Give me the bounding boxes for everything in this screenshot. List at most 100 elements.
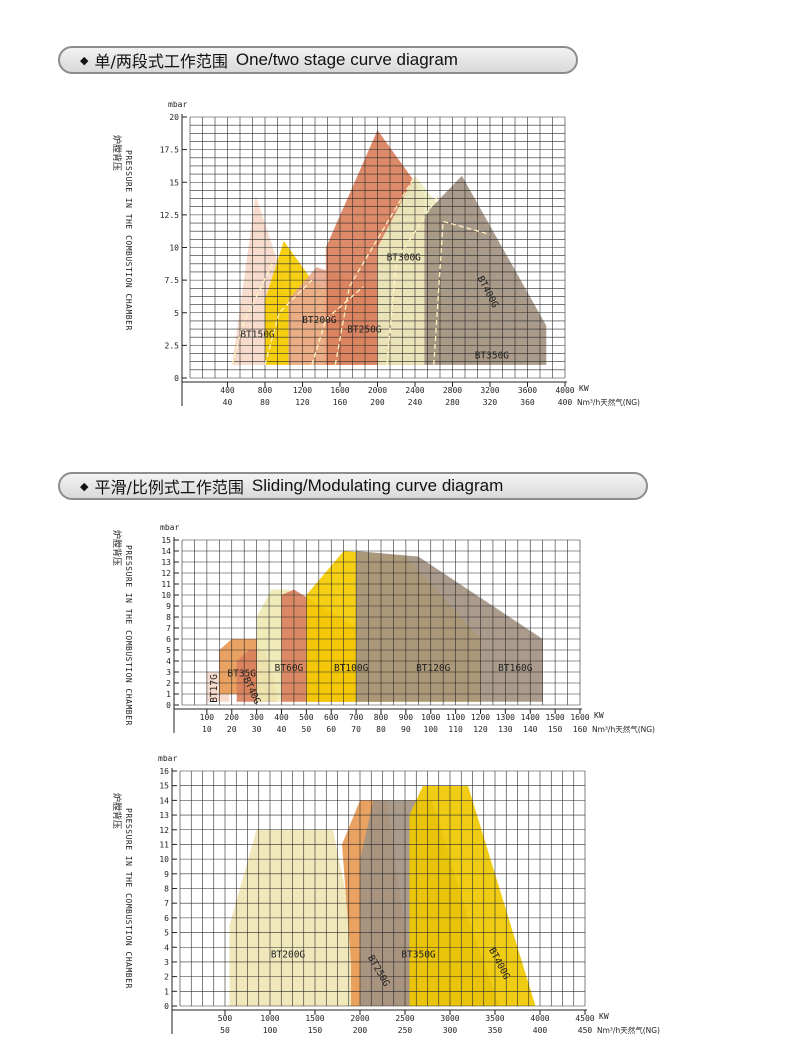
- stage-line-bt250g: [311, 286, 364, 366]
- series-label: BT35G: [227, 668, 256, 679]
- x-tick-label: 400: [274, 713, 289, 722]
- x2-tick-label: 130: [498, 725, 513, 734]
- section-header-modulating: ◆ 平滑/比例式工作范围 Sliding/Modulating curve di…: [58, 472, 648, 500]
- axes: [173, 537, 582, 733]
- x-tick-label: 800: [258, 386, 273, 395]
- y-tick-label: 10: [161, 591, 171, 600]
- y-tick-label: 20: [169, 113, 179, 122]
- x-tick-label: 2500: [395, 1014, 414, 1023]
- y-tick-label: 6: [164, 914, 169, 923]
- x2-tick-label: 50: [302, 725, 312, 734]
- x-tick-label: 1400: [521, 713, 540, 722]
- stage-line-bt300g: [334, 175, 416, 366]
- y-tick-label: 0: [174, 374, 179, 383]
- x-tick-label: 1200: [471, 713, 490, 722]
- x-tick-label: 1000: [421, 713, 440, 722]
- x2-tick-label: 20: [227, 725, 237, 734]
- grid: [181, 539, 581, 706]
- x-tick-label: 1600: [330, 386, 349, 395]
- y-tick-label: 2: [166, 679, 171, 688]
- series-label: BT300G: [387, 253, 422, 264]
- grid: [189, 116, 566, 379]
- x2-tick-label: 40: [277, 725, 287, 734]
- series-label: BT250G: [347, 324, 382, 335]
- x2-tick-label: 150: [308, 1026, 323, 1035]
- x-tick-label: 2000: [368, 386, 387, 395]
- y-tick-label: 9: [164, 870, 169, 879]
- x-tick-label: 1100: [446, 713, 465, 722]
- y-tick-label: 7: [166, 624, 171, 633]
- x2-tick-label: 90: [401, 725, 411, 734]
- x-tick-label: 2400: [405, 386, 424, 395]
- series-area-bt160g: [356, 551, 543, 702]
- y-axis-title: PRESSURE IN THE COMBUSTION CHAMBER: [124, 150, 133, 331]
- x-tick-label: 3600: [518, 386, 537, 395]
- y-tick-label: 15: [159, 782, 169, 791]
- x-tick-label: 700: [349, 713, 364, 722]
- x2-tick-label: 200: [353, 1026, 368, 1035]
- stage-line-bt350g: [386, 194, 439, 365]
- x2-tick-label: 320: [483, 398, 498, 407]
- y-tick-label: 12: [159, 826, 169, 835]
- x2-tick-label: 140: [523, 725, 538, 734]
- x-tick-label: 3500: [485, 1014, 504, 1023]
- y-tick-label: 4: [164, 943, 169, 952]
- y-tick-label: 1: [164, 987, 169, 996]
- y-tick-label: 12.5: [160, 211, 179, 220]
- y-tick-label: 15: [169, 178, 179, 187]
- series-label: BT160G: [498, 663, 533, 674]
- y-axis-title-zh: 炉膛背压: [111, 135, 123, 171]
- y-tick-label: 8: [164, 885, 169, 894]
- section-title-en: Sliding/Modulating curve diagram: [251, 476, 504, 495]
- x-tick-label: 800: [374, 713, 389, 722]
- axes: [171, 768, 587, 1034]
- x2-tick-label: 120: [295, 398, 310, 407]
- x2-tick-label: 360: [520, 398, 535, 407]
- x2-tick-label: 280: [445, 398, 460, 407]
- y-tick-label: 11: [161, 580, 171, 589]
- x2-tick-label: 250: [398, 1026, 413, 1035]
- x2-tick-label: 100: [424, 725, 439, 734]
- x-tick-label: 1200: [293, 386, 312, 395]
- x2-tick-label: 450: [578, 1026, 593, 1035]
- x2-tick-label: 300: [443, 1026, 458, 1035]
- y-tick-label: 0: [166, 701, 171, 710]
- y-tick-label: 13: [159, 811, 169, 820]
- x2-tick-label: 40: [223, 398, 233, 407]
- x2-tick-label: 200: [370, 398, 385, 407]
- x-tick-label: 1500: [545, 713, 564, 722]
- stage-line-bt400g: [433, 220, 491, 365]
- y-tick-label: 0: [164, 1002, 169, 1011]
- y-tick-label: 4: [166, 657, 171, 666]
- stage-line-bt200g: [264, 279, 313, 366]
- x2-tick-label: 100: [263, 1026, 278, 1035]
- diamond-bullet-icon: ◆: [80, 54, 89, 67]
- series-label: BT200G: [302, 315, 337, 326]
- x2-tick-label: 150: [548, 725, 563, 734]
- y-tick-label: 16: [159, 767, 169, 776]
- y-unit-label: mbar: [158, 754, 177, 763]
- series-label: BT150G: [240, 330, 275, 341]
- x-unit-label: KW: [599, 1012, 609, 1021]
- x2-tick-label: 160: [573, 725, 588, 734]
- x-tick-label: 1000: [260, 1014, 279, 1023]
- series-label: BT350G: [475, 350, 510, 361]
- x2-tick-label: 60: [326, 725, 336, 734]
- x2-tick-label: 120: [473, 725, 488, 734]
- x2-tick-label: 80: [260, 398, 270, 407]
- x-tick-label: 200: [225, 713, 240, 722]
- y-axis-title: PRESSURE IN THE COMBUSTION CHAMBER: [124, 808, 133, 989]
- y-tick-label: 14: [159, 796, 169, 805]
- series-label: BT120G: [416, 663, 451, 674]
- y-unit-label: mbar: [160, 523, 179, 532]
- x2-tick-label: 110: [448, 725, 463, 734]
- y-tick-label: 13: [161, 558, 171, 567]
- x-tick-label: 500: [299, 713, 314, 722]
- x-tick-label: 900: [399, 713, 414, 722]
- x-tick-label: 4500: [575, 1014, 594, 1023]
- y-tick-label: 6: [166, 635, 171, 644]
- x2-unit-label: Nm³/h天然气(NG): [597, 1025, 660, 1035]
- x-tick-label: 600: [324, 713, 339, 722]
- y-tick-label: 11: [159, 840, 169, 849]
